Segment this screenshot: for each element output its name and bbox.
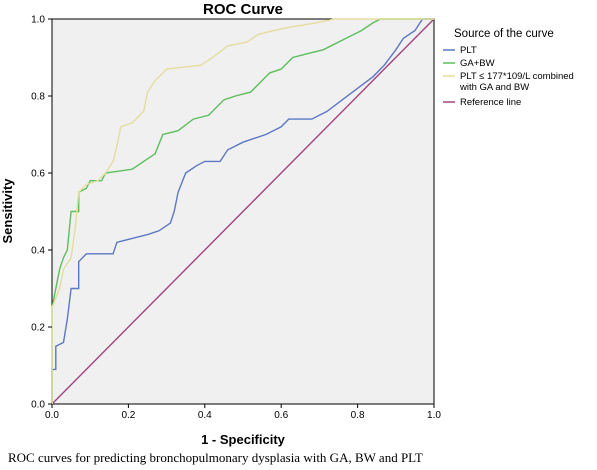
y-axis-label: Sensitivity — [0, 178, 15, 244]
legend: Source of the curve PLT GA+BW PLT ≤ 177*10… — [443, 28, 574, 108]
x-tick-label: 0.6 — [274, 410, 288, 421]
y-tick-label: 1.0 — [31, 15, 45, 26]
x-axis-label: 1 - Specificity — [201, 432, 286, 447]
x-tick-label: 0.2 — [121, 410, 135, 421]
legend-label: GA+BW — [460, 58, 495, 69]
axis-ticks: 0.0 0.2 0.4 0.6 0.8 1.0 0.0 0.2 0.4 0.6 0.8 1.0 — [31, 15, 441, 422]
series-layer — [51, 18, 435, 405]
series-line-ga-bw — [51, 18, 434, 404]
legend-title: Source of the curve — [454, 28, 554, 40]
reference-line — [51, 18, 435, 405]
legend-entries: PLT GA+BW PLT ≤ 177*109/L combined with GA … — [443, 45, 574, 108]
chart-title: ROC Curve — [203, 1, 283, 18]
x-tick-label: 1.0 — [427, 410, 441, 421]
x-tick-label: 0.4 — [198, 410, 212, 421]
legend-label: PLT ≤ 177*109/L combined with GA and BW — [459, 71, 574, 93]
legend-label: PLT — [460, 45, 477, 56]
x-tick-label: 0.0 — [45, 410, 59, 421]
x-tick-label: 0.8 — [351, 410, 365, 421]
series-line-plt — [51, 18, 434, 404]
figure-caption: ROC curves for predicting bronchopulmona… — [8, 450, 423, 465]
y-tick-label: 0.8 — [31, 92, 45, 103]
y-tick-label: 0.2 — [31, 323, 45, 334]
y-tick-label: 0.6 — [31, 169, 45, 180]
y-tick-label: 0.4 — [31, 246, 45, 257]
series-line-plt-combined — [51, 18, 434, 404]
y-tick-label: 0.0 — [31, 400, 45, 411]
legend-label: Reference line — [460, 97, 521, 108]
roc-chart: ROC Curve 0.0 0.2 0.4 0.6 0.8 1.0 0.0 0.2 0.4 0.6… — [0, 1, 574, 447]
